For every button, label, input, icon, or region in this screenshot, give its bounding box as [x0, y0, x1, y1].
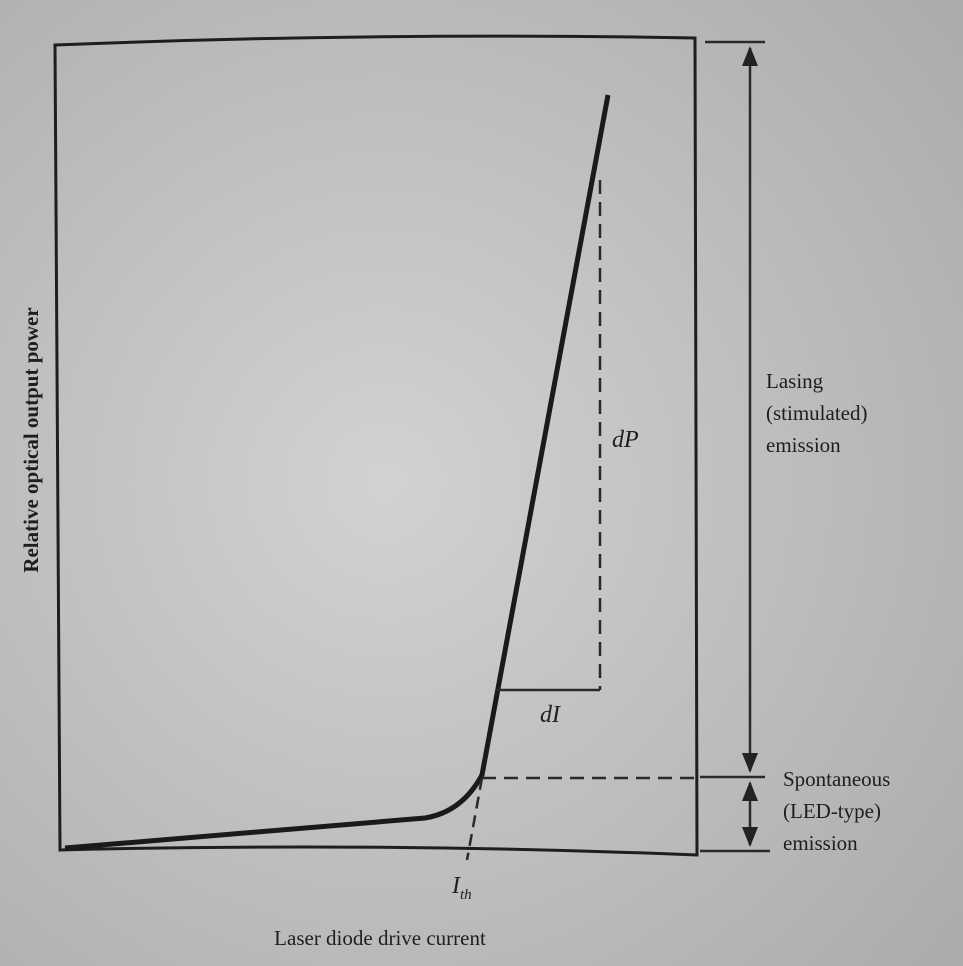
lasing-label: Lasing [766, 369, 824, 393]
construction-lines [465, 40, 770, 861]
dp-label: dP [612, 427, 639, 453]
lasing-label: emission [766, 433, 841, 457]
spontaneous-label: (LED-type) [783, 799, 881, 823]
x-axis-label: Laser diode drive current [274, 926, 486, 950]
threshold-subscript: th [460, 887, 472, 903]
power-curve [64, 94, 611, 851]
threshold-symbol: I [451, 873, 461, 899]
threshold-line [465, 777, 484, 861]
spontaneous-label: emission [783, 831, 858, 855]
threshold-label: Ith [451, 873, 472, 903]
di-label: dI [540, 702, 561, 728]
plot-frame [53, 34, 699, 857]
y-axis-label: Relative optical output power [19, 307, 43, 572]
lasing-label: (stimulated) [766, 401, 867, 425]
spontaneous-label: Spontaneous [783, 767, 890, 791]
